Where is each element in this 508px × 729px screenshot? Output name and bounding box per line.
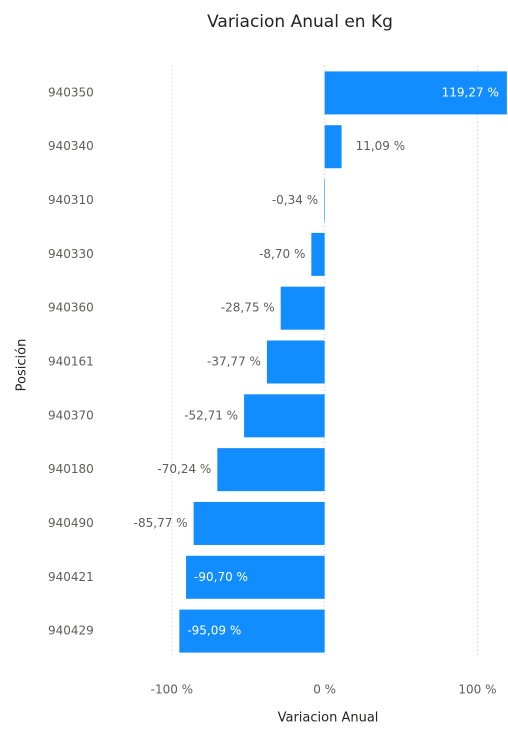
data-label: -90,70 %: [194, 570, 248, 584]
y-tick-label: 940330: [48, 247, 94, 261]
data-label: -70,24 %: [157, 462, 211, 476]
x-tick-label: -100 %: [151, 683, 193, 697]
bar: [324, 179, 325, 223]
bar: [324, 125, 342, 169]
y-tick-label: 940370: [48, 408, 94, 422]
y-tick-label: 940310: [48, 193, 94, 207]
chart-title: Variacion Anual en Kg: [207, 12, 393, 32]
y-tick-label: 940161: [48, 355, 94, 369]
data-label: 11,09 %: [356, 139, 406, 153]
y-tick-label: 940350: [48, 85, 94, 99]
bar: [266, 340, 325, 384]
y-tick-label: 940340: [48, 139, 94, 153]
bar: [217, 448, 325, 492]
data-label: -85,77 %: [134, 516, 188, 530]
data-label: -0,34 %: [272, 193, 318, 207]
x-tick-label: 100 %: [458, 683, 496, 697]
x-tick-label: 0 %: [313, 683, 336, 697]
y-axis-title: Posición: [15, 339, 30, 392]
y-tick-label: 940421: [48, 570, 94, 584]
data-label: -8,70 %: [259, 247, 305, 261]
data-label: 119,27 %: [442, 85, 499, 99]
y-tick-label: 940490: [48, 516, 94, 530]
data-label: -95,09 %: [187, 624, 241, 638]
bar: [244, 394, 325, 438]
bar: [193, 501, 325, 545]
bar: [186, 555, 325, 599]
bar: [179, 609, 325, 653]
data-label: -37,77 %: [207, 355, 261, 369]
data-label: -28,75 %: [221, 301, 275, 315]
bar: [311, 232, 325, 276]
y-tick-label: 940429: [48, 624, 94, 638]
y-tick-label: 940180: [48, 462, 94, 476]
data-label: -52,71 %: [184, 408, 238, 422]
x-axis-title: Variacion Anual: [278, 711, 379, 726]
bar: [324, 71, 507, 115]
bar: [280, 286, 325, 330]
y-tick-label: 940360: [48, 301, 94, 315]
